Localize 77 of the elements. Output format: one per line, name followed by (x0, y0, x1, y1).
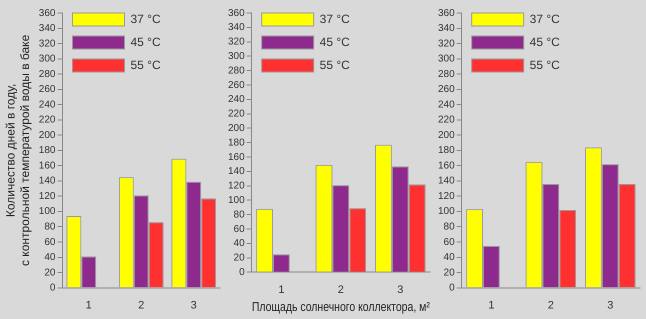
y-tick-label: 20 (234, 252, 246, 264)
x-tick-label: 1 (488, 299, 494, 312)
y-axis-title: Количество дней в году, с контрольной температурой воды в баке (4, 34, 32, 266)
x-tick-label: 2 (548, 299, 554, 312)
y-tick-label: 300 (38, 54, 56, 65)
y-tick-label: 60 (44, 236, 56, 248)
y-tick-label: 40 (44, 252, 56, 264)
legend-label: 37 °C (530, 12, 560, 26)
legend-label: 37 °C (130, 12, 161, 26)
x-tick-label: 1 (278, 284, 284, 296)
y-tick-label: 160 (228, 152, 246, 163)
y-tick-label: 80 (44, 221, 56, 232)
legend-label: 37 °C (320, 12, 350, 26)
y-tick-label: 320 (438, 38, 456, 50)
legend-label: 45 °C (130, 34, 161, 49)
x-tick-label: 3 (397, 284, 404, 296)
y-tick-label: 220 (438, 114, 456, 126)
y-tick-label: 60 (444, 236, 456, 248)
y-tick-label: 180 (38, 145, 56, 156)
y-tick-label: 140 (38, 176, 56, 187)
x-tick-label: 2 (338, 284, 344, 296)
y-tick-label: 360 (228, 8, 246, 19)
y-tick-label: 320 (228, 36, 246, 48)
x-axis-title: Площадь солнечного коллектора, м² (252, 298, 430, 314)
y-tick-label: 200 (438, 130, 456, 141)
y-tick-label: 260 (438, 84, 456, 96)
y-tick-label: 20 (444, 267, 456, 278)
y-tick-label: 100 (438, 206, 456, 218)
y-tick-label: 160 (438, 160, 456, 172)
y-tick-label: 340 (228, 22, 246, 34)
y-tick-label: 300 (438, 54, 456, 65)
y-tick-label: 280 (38, 68, 56, 80)
y-tick-label: 260 (38, 84, 56, 96)
legend-label: 45 °C (320, 34, 350, 49)
legend-label: 55 °C (530, 58, 560, 72)
y-tick-label: 180 (228, 137, 246, 148)
y-tick-label: 280 (228, 65, 246, 76)
y-tick-label: 300 (228, 50, 246, 62)
y-tick-label: 220 (38, 114, 56, 126)
y-tick-label: 60 (234, 224, 246, 235)
y-tick-label: 120 (438, 190, 456, 202)
y-tick-label: 320 (38, 38, 56, 50)
y-tick-label: 0 (50, 282, 56, 294)
y-tick-label: 40 (444, 252, 456, 264)
y-tick-label: 280 (438, 68, 456, 80)
y-tick-label: 20 (44, 267, 56, 278)
y-tick-label: 0 (239, 266, 246, 278)
y-tick-label: 100 (38, 206, 56, 218)
x-tick-label: 2 (138, 299, 144, 312)
y-tick-label: 120 (38, 190, 56, 202)
legend-label: 55 °C (320, 58, 350, 72)
y-tick-label: 80 (444, 221, 456, 232)
legend-label: 55 °C (130, 58, 161, 72)
x-tick-label: 3 (190, 299, 197, 312)
y-tick-label: 240 (38, 99, 56, 110)
y-tick-label: 80 (234, 209, 246, 220)
legend-label: 45 °C (530, 34, 560, 49)
y-tick-label: 340 (438, 23, 456, 34)
y-tick-label: 120 (228, 180, 246, 192)
y-tick-label: 240 (228, 94, 246, 106)
y-tick-label: 340 (38, 23, 56, 34)
y-tick-label: 220 (228, 108, 246, 120)
x-tick-label: 3 (607, 299, 614, 312)
y-tick-label: 140 (228, 166, 246, 178)
y-tick-label: 180 (438, 145, 456, 156)
y-tick-label: 260 (228, 80, 246, 91)
y-tick-label: 240 (438, 99, 456, 110)
y-tick-label: 200 (38, 130, 56, 141)
y-tick-label: 140 (438, 176, 456, 187)
y-tick-label: 360 (38, 8, 56, 19)
y-tick-label: 200 (228, 122, 246, 134)
y-tick-label: 40 (234, 238, 246, 250)
y-tick-label: 100 (228, 194, 246, 206)
y-tick-label: 0 (449, 282, 456, 294)
y-tick-label: 160 (38, 160, 56, 172)
x-tick-label: 1 (86, 299, 92, 312)
y-tick-label: 360 (438, 8, 456, 19)
